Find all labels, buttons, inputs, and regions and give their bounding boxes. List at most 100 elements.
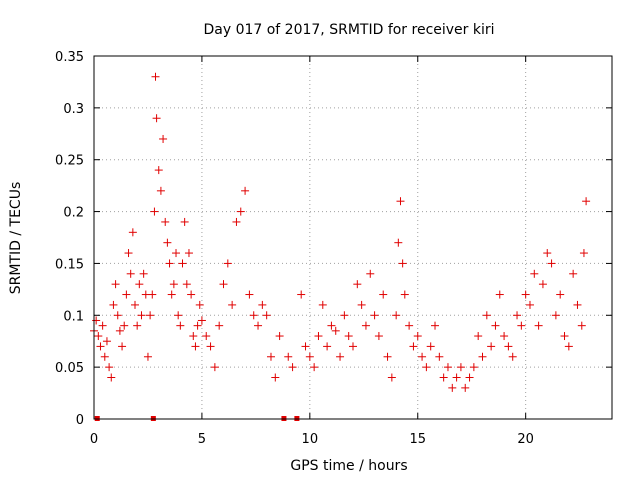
ticks-layer: 0 0.05 0.1 0.15 0.2 0.25 0.3 0.35 0 5 10 15 20 — [55, 50, 612, 447]
data-point — [113, 311, 122, 320]
data-point — [564, 342, 573, 351]
data-point — [163, 238, 172, 247]
data-point — [370, 311, 379, 320]
data-point — [262, 311, 271, 320]
data-point — [197, 316, 206, 325]
data-point — [118, 342, 127, 351]
x-tick-label: 20 — [517, 432, 534, 447]
data-point — [387, 373, 396, 382]
y-tick-label: 0.2 — [63, 206, 84, 221]
data-point — [452, 373, 461, 382]
data-point — [94, 332, 103, 341]
y-tick-label: 0.35 — [55, 50, 84, 65]
data-point — [245, 290, 254, 299]
data-point — [448, 383, 457, 392]
data-point — [165, 259, 174, 268]
data-point — [156, 186, 165, 195]
data-point — [310, 363, 319, 372]
data-point — [215, 321, 224, 330]
data-point — [111, 280, 120, 289]
x-tick-label: 0 — [90, 432, 98, 447]
data-point — [152, 114, 161, 123]
data-point — [530, 269, 539, 278]
data-point — [143, 352, 152, 361]
data-point — [109, 300, 118, 309]
data-point — [482, 311, 491, 320]
data-point — [392, 311, 401, 320]
data-point — [379, 290, 388, 299]
data-point — [495, 290, 504, 299]
data-point — [361, 321, 370, 330]
data-point — [513, 311, 522, 320]
data-point — [465, 373, 474, 382]
data-point — [508, 352, 517, 361]
data-point — [521, 290, 530, 299]
data-point — [573, 300, 582, 309]
data-point — [184, 249, 193, 258]
y-tick-label: 0.3 — [63, 102, 84, 117]
data-point — [254, 321, 263, 330]
data-point — [543, 249, 552, 258]
y-tick-label: 0.1 — [63, 309, 84, 324]
data-point — [443, 363, 452, 372]
data-point — [195, 300, 204, 309]
data-point — [409, 342, 418, 351]
plot-frame — [93, 55, 613, 420]
y-axis-label: SRMTID / TECUs — [8, 182, 24, 295]
data-point — [556, 290, 565, 299]
data-point — [517, 321, 526, 330]
data-point — [135, 280, 144, 289]
data-point — [301, 342, 310, 351]
data-point — [577, 321, 586, 330]
y-tick-label: 0.05 — [55, 361, 84, 376]
data-point — [258, 300, 267, 309]
data-point — [96, 342, 105, 351]
data-point — [418, 352, 427, 361]
data-point — [413, 332, 422, 341]
data-point — [178, 259, 187, 268]
data-point — [491, 321, 500, 330]
y-tick-label: 0.25 — [55, 154, 84, 169]
data-point — [569, 269, 578, 278]
data-point — [128, 228, 137, 237]
data-point — [105, 363, 114, 372]
data-point — [284, 352, 293, 361]
data-point — [210, 363, 219, 372]
data-point — [314, 332, 323, 341]
data-point — [487, 342, 496, 351]
data-point — [124, 249, 133, 258]
data-point — [180, 217, 189, 226]
data-point — [504, 342, 513, 351]
data-point — [422, 363, 431, 372]
data-point — [331, 326, 340, 335]
data-point — [241, 186, 250, 195]
y-tick-label: 0 — [76, 413, 84, 428]
data-point — [426, 342, 435, 351]
data-point — [275, 332, 284, 341]
data-point — [327, 321, 336, 330]
data-point — [431, 321, 440, 330]
data-point — [167, 290, 176, 299]
data-point — [150, 207, 159, 216]
data-point — [193, 321, 202, 330]
data-point — [126, 269, 135, 278]
data-point — [249, 311, 258, 320]
data-point — [92, 316, 101, 325]
data-point — [547, 259, 556, 268]
data-point — [187, 290, 196, 299]
data-point — [357, 300, 366, 309]
data-point — [122, 290, 131, 299]
data-point — [189, 332, 198, 341]
data-point — [115, 326, 124, 335]
data-point — [469, 363, 478, 372]
data-point — [219, 280, 228, 289]
data-point — [456, 363, 465, 372]
data-point — [102, 337, 111, 346]
data-point — [439, 373, 448, 382]
data-point — [161, 217, 170, 226]
data-point — [202, 332, 211, 341]
data-point — [474, 332, 483, 341]
data-point — [137, 311, 146, 320]
data-point — [305, 352, 314, 361]
